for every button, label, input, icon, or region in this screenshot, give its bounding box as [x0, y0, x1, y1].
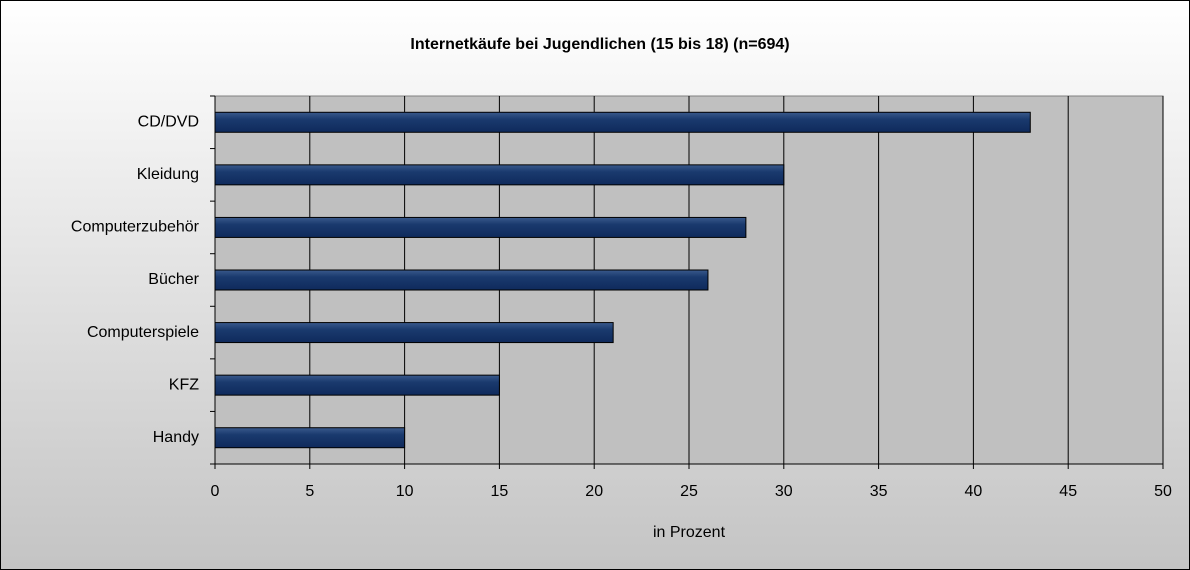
x-tick-label: 25	[680, 483, 698, 500]
y-tick-label: KFZ	[169, 376, 199, 393]
bar	[214, 427, 406, 449]
chart-title: Internetkäufe bei Jugendlichen (15 bis 1…	[410, 36, 789, 53]
x-tick-label: 45	[1059, 483, 1077, 500]
x-tick-label: 5	[305, 483, 314, 500]
bar	[214, 111, 1031, 133]
x-tick-label: 30	[775, 483, 793, 500]
bar	[214, 269, 709, 291]
y-tick-label: Computerzubehör	[71, 219, 200, 236]
y-tick-label: Handy	[153, 429, 199, 446]
x-tick-label: 20	[585, 483, 603, 500]
y-tick-label: Computerspiele	[87, 324, 199, 341]
x-tick-label: 40	[965, 483, 983, 500]
x-tick-label: 0	[211, 483, 220, 500]
x-tick-label: 15	[491, 483, 509, 500]
bar	[214, 216, 747, 238]
bar	[214, 164, 785, 186]
x-tick-label: 50	[1154, 483, 1172, 500]
bar	[214, 374, 500, 396]
x-tick-label: 10	[396, 483, 414, 500]
bar	[214, 322, 614, 344]
y-tick-label: Bücher	[148, 271, 199, 288]
y-tick-label: Kleidung	[137, 166, 199, 183]
y-tick-label: CD/DVD	[138, 114, 199, 131]
x-axis-label: in Prozent	[653, 524, 726, 541]
x-tick-label: 35	[870, 483, 888, 500]
